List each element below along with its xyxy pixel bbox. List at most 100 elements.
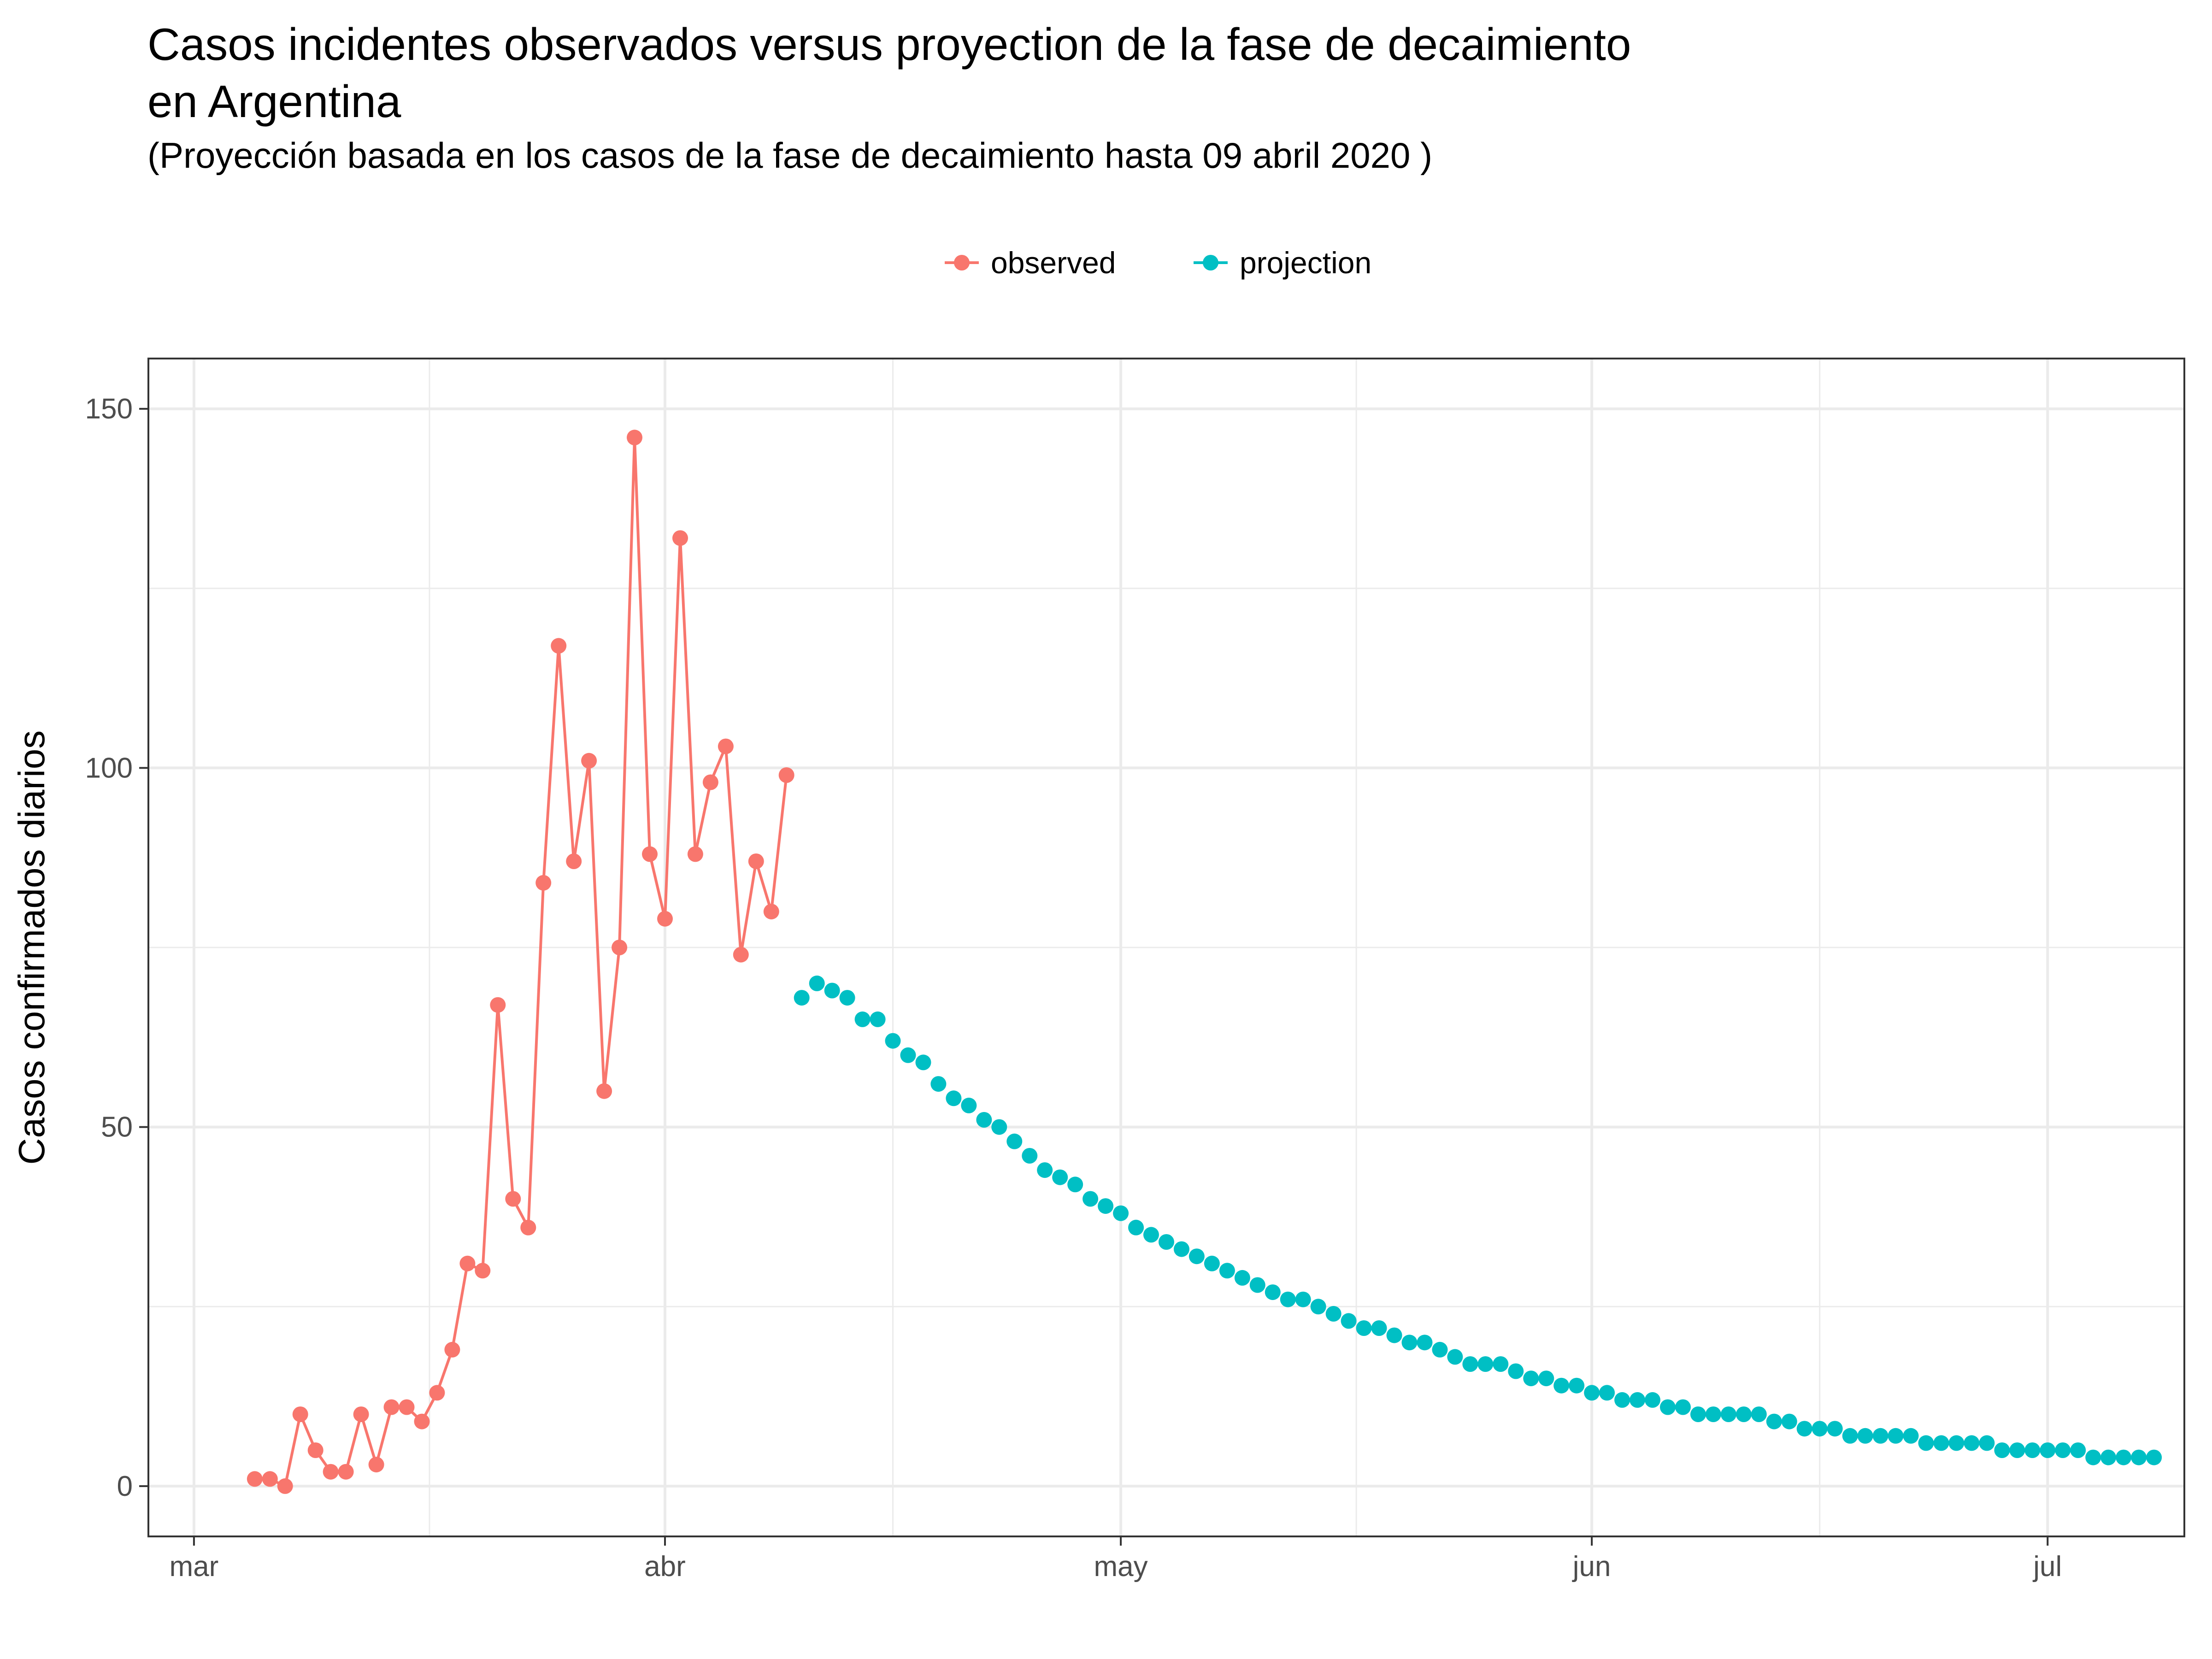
data-point-projection [1280,1291,1296,1307]
data-point-projection [1295,1291,1311,1307]
data-point-projection [1022,1148,1038,1164]
data-point-projection [794,990,810,1006]
data-point-projection [1204,1255,1220,1271]
data-point-projection [1842,1428,1858,1444]
x-tick-label: jun [1572,1551,1611,1583]
data-point-observed [520,1219,536,1235]
data-point-projection [915,1054,931,1071]
data-point-projection [1903,1428,1919,1444]
data-point-projection [1857,1428,1873,1444]
y-tick-label: 50 [101,1112,133,1143]
data-point-projection [2055,1442,2071,1458]
data-point-observed [505,1191,521,1207]
data-point-projection [1234,1270,1250,1286]
data-point-projection [2116,1449,2132,1465]
data-point-projection [1052,1169,1068,1185]
data-point-projection [1827,1421,1843,1437]
data-point-observed [262,1471,278,1487]
legend-label-projection: projection [1240,246,1371,280]
data-point-projection [2040,1442,2056,1458]
data-point-projection [870,1011,886,1027]
data-point-observed [702,774,718,790]
data-point-projection [1796,1421,1812,1437]
plot-border [147,358,2185,1537]
data-point-projection [1386,1327,1402,1343]
data-point-projection [1812,1421,1828,1437]
data-point-projection [1325,1306,1341,1322]
data-point-projection [2085,1449,2101,1465]
data-point-projection [885,1033,901,1049]
data-point-projection [1751,1406,1767,1422]
data-point-observed [277,1478,293,1494]
data-point-projection [1188,1248,1205,1265]
data-point-projection [991,1119,1007,1135]
data-point-observed [490,997,506,1013]
data-point-projection [1538,1371,1554,1387]
data-point-observed [368,1457,384,1473]
data-point-projection [1948,1435,1965,1451]
data-point-observed [642,846,658,862]
data-point-projection [1462,1356,1478,1372]
data-point-projection [1888,1428,1904,1444]
data-point-projection [1523,1371,1539,1387]
data-point-observed [596,1083,612,1099]
data-point-observed [763,904,779,920]
data-point-projection [1614,1392,1630,1408]
data-point-projection [1249,1277,1265,1293]
data-point-observed [292,1406,308,1422]
data-point-observed [687,846,703,862]
y-axis-title: Casos confirmados diarios [11,730,52,1165]
data-point-projection [1720,1406,1736,1422]
data-point-projection [1630,1392,1646,1408]
data-point-projection [1660,1399,1676,1415]
data-point-projection [1933,1435,1949,1451]
data-point-projection [2009,1442,2025,1458]
data-point-projection [1447,1349,1463,1365]
data-point-observed [551,638,567,654]
data-point-projection [1159,1234,1174,1250]
data-point-projection [946,1090,962,1106]
data-point-projection [1371,1320,1387,1336]
x-tick-label: mar [170,1551,219,1583]
data-point-projection [1037,1162,1053,1178]
data-point-projection [1735,1406,1752,1422]
data-point-projection [1553,1377,1570,1394]
data-point-projection [839,990,855,1006]
data-point-observed [414,1413,430,1430]
data-point-projection [2131,1449,2147,1465]
data-point-projection [1477,1356,1494,1372]
legend-label-observed: observed [991,246,1116,280]
data-point-projection [1493,1356,1509,1372]
data-point-projection [976,1112,992,1128]
data-point-projection [1645,1392,1660,1408]
data-point-projection [1401,1335,1418,1351]
data-point-observed [353,1406,369,1422]
data-point-projection [1341,1313,1357,1329]
data-point-projection [1432,1341,1448,1358]
data-point-projection [1994,1442,2010,1458]
data-point-projection [809,975,825,991]
data-point-projection [1417,1335,1433,1351]
data-point-projection [1128,1219,1144,1235]
data-point-observed [383,1399,400,1415]
x-tick-label: may [1094,1551,1148,1583]
chart-title: Casos incidentes observados versus proye… [147,19,1631,127]
data-point-observed [581,753,597,769]
data-point-projection [1918,1435,1934,1451]
x-tick-label: abr [644,1551,686,1583]
data-point-projection [1781,1413,1797,1430]
data-point-projection [1964,1435,1980,1451]
data-point-projection [824,982,840,999]
data-point-projection [1599,1385,1615,1401]
data-point-projection [1508,1363,1524,1379]
y-tick-label: 150 [85,393,133,425]
data-point-projection [854,1011,871,1027]
data-point-projection [1690,1406,1706,1422]
data-point-projection [2024,1442,2041,1458]
data-point-observed [748,853,764,869]
data-point-observed [307,1442,324,1458]
data-point-observed [338,1464,354,1480]
data-point-projection [1310,1299,1326,1315]
data-point-observed [718,738,734,754]
